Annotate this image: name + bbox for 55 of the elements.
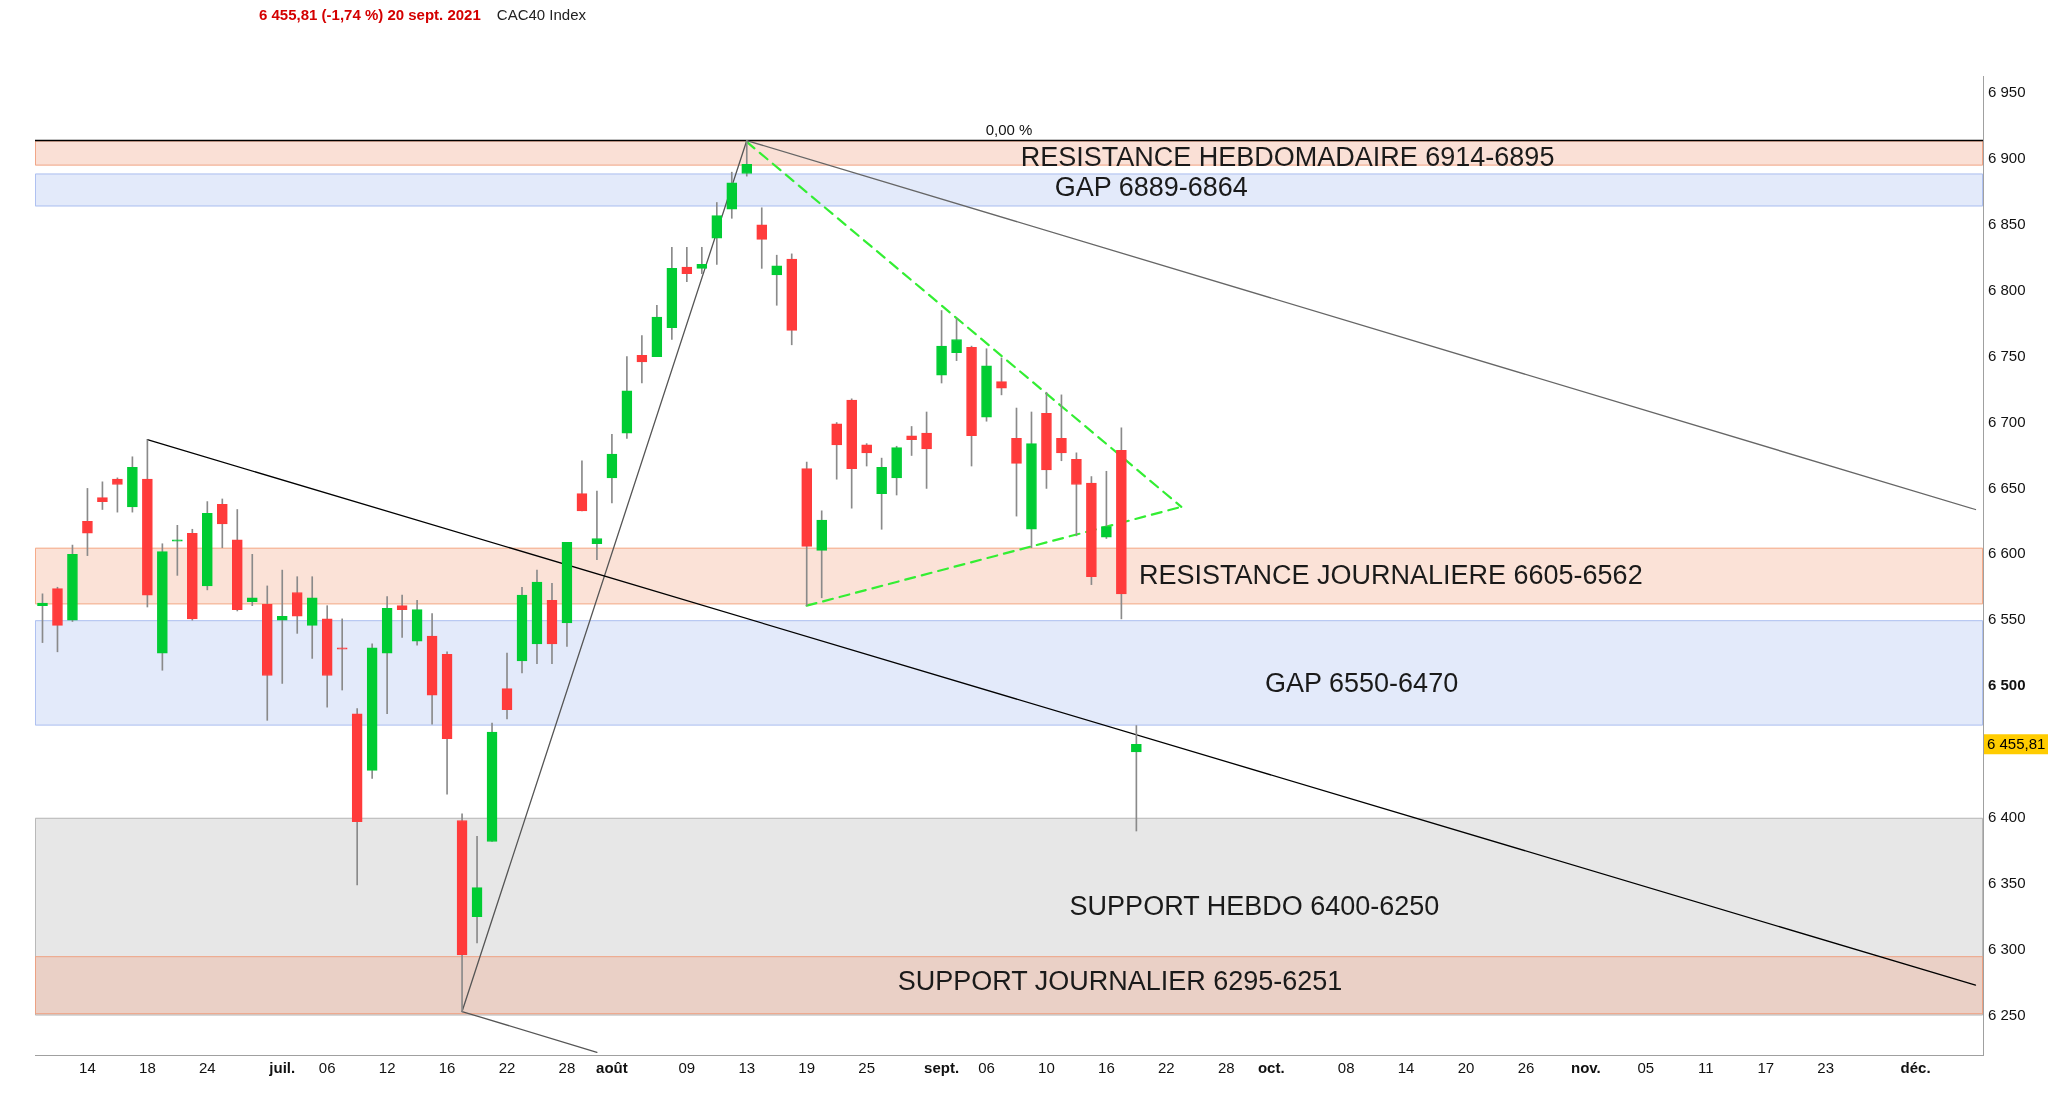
x-tick-label: 25 (858, 1059, 875, 1077)
band-label: GAP 6889-6864 (1054, 172, 1248, 203)
y-tick-label: 6 850 (1988, 215, 2026, 233)
y-tick-label: 6 800 (1988, 280, 2026, 298)
x-tick-label: 16 (438, 1059, 456, 1077)
x-tick-label: 22 (498, 1059, 516, 1077)
x-tick-label: 06 (318, 1059, 336, 1077)
band-label: RESISTANCE HEBDOMADAIRE 6914-6895 (1020, 141, 1555, 172)
x-tick-label: juil. (268, 1059, 296, 1077)
x-tick-label: 23 (1817, 1059, 1835, 1077)
x-tick-label: 08 (1337, 1059, 1355, 1077)
y-tick-label: 6 400 (1988, 807, 2026, 825)
y-tick-label: 6 250 (1988, 1005, 2026, 1023)
x-tick-label: 14 (1397, 1059, 1415, 1077)
band-label: SUPPORT JOURNALIER 6295-6251 (897, 965, 1343, 996)
band-label: GAP 6550-6470 (1265, 668, 1459, 699)
x-tick-label: 16 (1098, 1059, 1115, 1077)
x-tick-label: 13 (738, 1059, 756, 1077)
y-tick-label: 6 550 (1988, 610, 2026, 628)
y-tick-label: 6 950 (1988, 83, 2026, 101)
y-tick-label: 6 900 (1988, 149, 2026, 167)
x-tick-label: 14 (79, 1059, 96, 1077)
x-tick-label: 05 (1637, 1059, 1655, 1077)
x-tick-label: 06 (978, 1059, 995, 1077)
x-tick-label: 09 (678, 1059, 696, 1077)
y-tick-label: 6 750 (1988, 346, 2026, 364)
x-tick-label: 10 (1038, 1059, 1055, 1077)
x-tick-label: 11 (1698, 1059, 1714, 1077)
y-tick-label: 6 350 (1988, 873, 2026, 891)
x-tick-label: sept. (924, 1059, 960, 1077)
x-tick-label: 22 (1157, 1059, 1175, 1077)
text: 6 455,81 (1987, 735, 2046, 753)
y-tick-label: 6 700 (1988, 412, 2026, 430)
x-tick-label: 24 (198, 1059, 216, 1077)
x-tick-label: nov. (1571, 1059, 1601, 1077)
x-tick-label: 12 (378, 1059, 396, 1077)
x-tick-label: oct. (1257, 1059, 1285, 1077)
x-tick-label: 17 (1757, 1059, 1775, 1077)
x-tick-label: 26 (1517, 1059, 1535, 1077)
x-tick-label: août (596, 1059, 628, 1077)
y-tick-label: 6 500 (1988, 676, 2026, 694)
x-tick-label: déc. (1900, 1059, 1931, 1077)
chart-title: CAC40 Index (496, 6, 587, 23)
band-label: RESISTANCE JOURNALIERE 6605-6562 (1138, 560, 1643, 591)
y-tick-label: 6 600 (1988, 544, 2026, 562)
y-tick-label: 6 300 (1988, 939, 2026, 957)
x-tick-label: 20 (1457, 1059, 1475, 1077)
x-tick-label: 19 (798, 1059, 816, 1077)
annotation: 0,00 % (985, 121, 1033, 139)
x-tick-label: 18 (139, 1059, 156, 1077)
x-tick-label: 28 (558, 1059, 576, 1077)
x-tick-label: 28 (1217, 1059, 1235, 1077)
y-tick-label: 6 650 (1988, 478, 2026, 496)
band-label: SUPPORT HEBDO 6400-6250 (1069, 891, 1440, 922)
chart-subtitle: 6 455,81 (-1,74 %) 20 sept. 2021 (259, 6, 481, 23)
